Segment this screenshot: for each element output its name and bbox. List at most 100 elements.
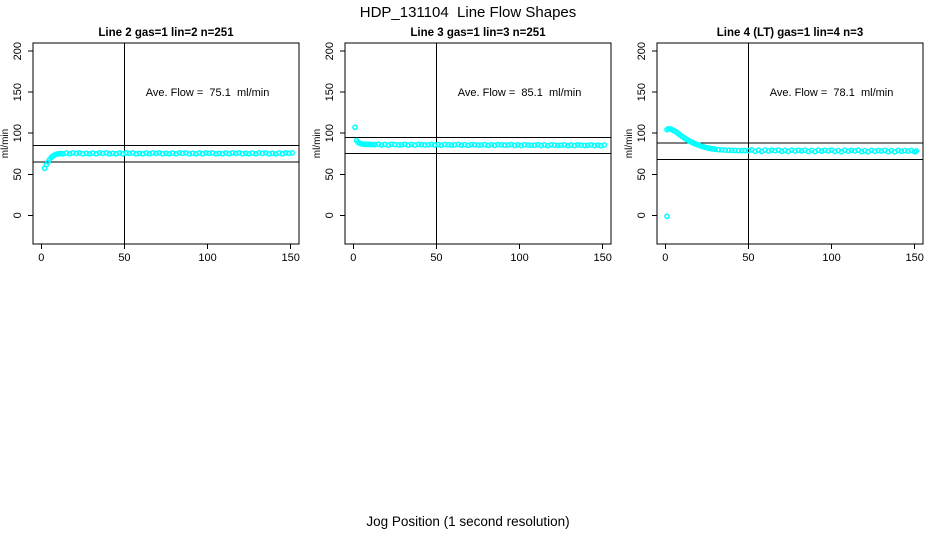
data-point <box>149 149 156 156</box>
data-point <box>495 141 501 148</box>
data-point <box>732 147 738 154</box>
x-tick-label: 0 <box>38 252 44 264</box>
figure-title: HDP_131104 Line Flow Shapes <box>359 4 577 21</box>
data-point <box>531 142 538 148</box>
data-point <box>133 151 139 157</box>
data-point <box>179 150 186 157</box>
y-tick-label: 150 <box>12 83 24 101</box>
data-point <box>136 150 143 157</box>
y-tick-label: 100 <box>12 124 24 142</box>
data-point <box>229 149 236 156</box>
data-point <box>488 141 495 148</box>
data-point <box>213 151 219 157</box>
y-axis-title: ml/min <box>312 129 323 158</box>
data-point <box>289 150 296 156</box>
data-point <box>382 141 388 148</box>
data-point <box>594 142 601 148</box>
data-point <box>80 151 86 157</box>
data-point <box>738 147 745 154</box>
data-point <box>538 142 545 149</box>
data-point <box>163 150 169 157</box>
data-point <box>189 150 196 157</box>
data-point <box>742 147 748 154</box>
data-point <box>428 141 435 148</box>
data-point <box>388 141 395 148</box>
data-point <box>421 142 428 148</box>
data-point <box>554 142 561 149</box>
panel-chart-line2: 0 50 100 150 0 50 100 150 200 ml/min Line 2 gas=1 … <box>0 27 300 264</box>
x-tick-label: 0 <box>662 252 668 264</box>
data-point <box>415 141 422 148</box>
data-point <box>70 149 76 156</box>
x-tick-label: 50 <box>742 252 754 264</box>
data-point <box>795 147 802 154</box>
data-point <box>395 142 402 148</box>
x-tick-label: 150 <box>906 252 924 264</box>
data-point <box>266 151 272 157</box>
y-tick-label: 50 <box>324 168 336 180</box>
data-point <box>282 149 289 156</box>
data-point <box>715 146 722 153</box>
data-point <box>601 142 608 148</box>
data-point <box>501 142 508 149</box>
y-axis-title: ml/min <box>624 129 635 158</box>
data-point <box>73 150 80 157</box>
x-tick-label: 100 <box>198 252 216 264</box>
data-point <box>471 141 478 148</box>
data-point <box>548 141 555 148</box>
data-point <box>352 124 358 131</box>
data-point <box>458 142 465 149</box>
data-point <box>588 142 594 148</box>
figure-xlabel: Jog Position (1 second resolution) <box>366 514 570 529</box>
annotation-ave-flow: Ave. Flow = 85.1 ml/min <box>458 87 582 99</box>
data-point <box>451 142 458 148</box>
y-tick-label: 150 <box>636 83 648 101</box>
data-point <box>461 141 468 148</box>
data-point <box>875 147 881 154</box>
data-point <box>186 151 193 157</box>
x-tick-label: 100 <box>822 252 840 264</box>
data-point <box>286 150 292 157</box>
panel-chart-line3: 0 50 100 150 0 50 100 150 200 ml/min Line 3 gas=1 … <box>312 27 612 264</box>
data-point <box>468 141 475 148</box>
data-point <box>372 141 378 148</box>
data-point <box>239 151 246 157</box>
data-point <box>159 151 166 157</box>
data-point <box>901 147 908 154</box>
y-tick-label: 200 <box>636 42 648 60</box>
annotation-ave-flow: Ave. Flow = 75.1 ml/min <box>146 87 270 99</box>
data-point <box>735 147 742 154</box>
data-point <box>578 142 584 148</box>
data-point <box>521 141 528 148</box>
data-point <box>392 141 398 148</box>
y-tick-label: 0 <box>12 212 24 218</box>
x-tick-label: 50 <box>118 252 130 264</box>
x-tick-label: 100 <box>510 252 528 264</box>
data-point <box>515 141 521 148</box>
data-point <box>722 147 729 153</box>
y-tick-label: 100 <box>636 124 648 142</box>
data-point <box>242 150 249 157</box>
data-point <box>441 141 448 148</box>
data-point <box>728 147 735 154</box>
data-point <box>435 141 441 148</box>
y-tick-label: 0 <box>324 212 336 218</box>
data-point <box>256 149 262 156</box>
panel-chart-line4: 0 50 100 150 0 50 100 150 200 ml/min Line 4 (LT) g… <box>624 27 924 264</box>
data-point <box>269 150 276 157</box>
y-axis-title: ml/min <box>0 129 11 158</box>
data-point <box>568 142 574 148</box>
data-point <box>574 142 581 148</box>
data-point <box>445 141 451 148</box>
data-point <box>581 142 588 149</box>
data-point <box>664 213 670 220</box>
data-point <box>541 142 548 148</box>
data-point <box>584 142 591 149</box>
data-point <box>448 142 455 148</box>
data-point <box>455 141 461 148</box>
data-point <box>718 147 725 153</box>
y-tick-label: 200 <box>324 42 336 60</box>
data-point <box>83 150 90 157</box>
data-point <box>153 150 159 157</box>
